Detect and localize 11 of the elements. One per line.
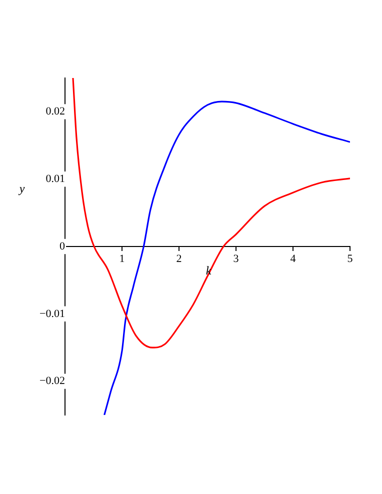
x-tick-label: 2 <box>176 252 182 265</box>
y-tick-label: 0.02 <box>46 106 65 118</box>
y-tick-label: 0.01 <box>46 172 65 185</box>
y-tick-label: −0.01 <box>40 308 65 320</box>
x-tick-label: 1 <box>119 252 125 265</box>
y-tick-label: 0 <box>60 240 66 252</box>
y-axis-title: y <box>18 181 26 196</box>
y-tick-label: −0.02 <box>40 375 65 388</box>
x-tick-label: 3 <box>233 252 240 265</box>
x-tick-label: 4 <box>290 252 296 265</box>
x-tick-label: 5 <box>347 252 354 265</box>
